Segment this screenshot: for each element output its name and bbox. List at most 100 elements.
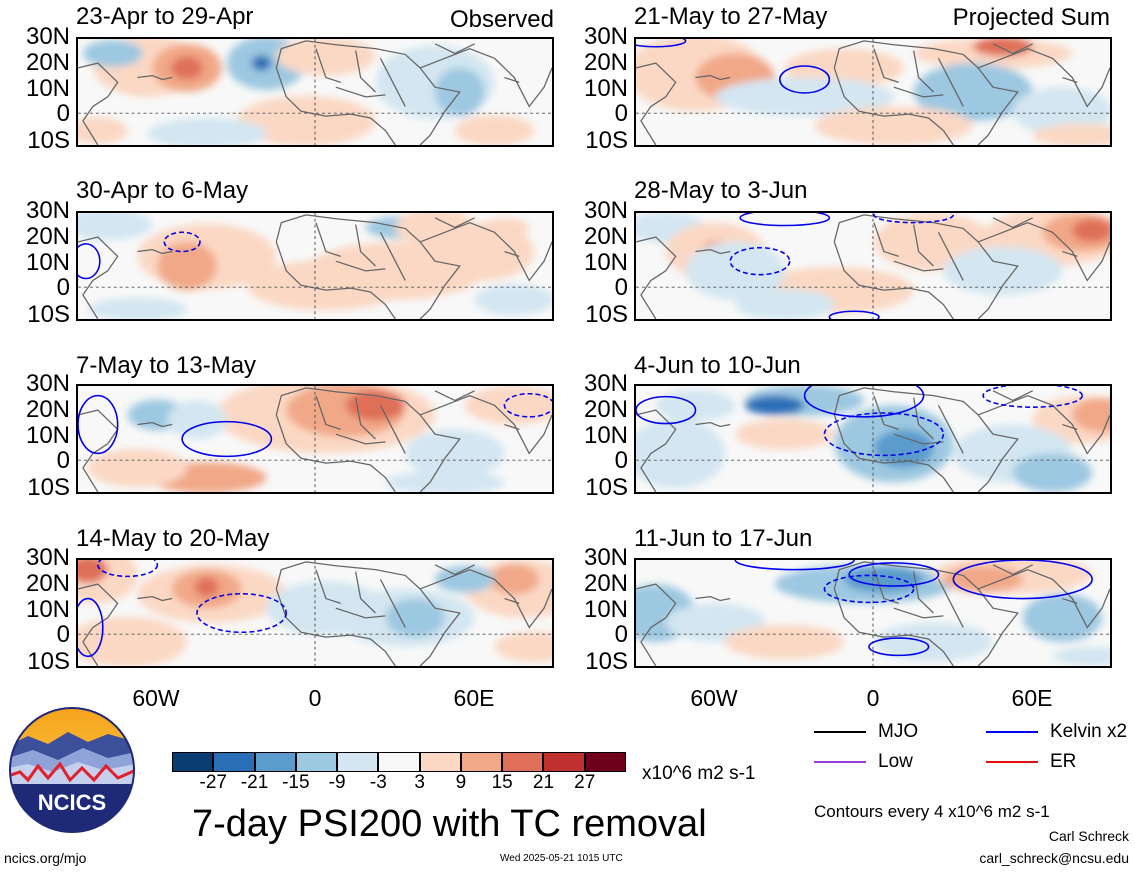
kelvin-contour xyxy=(739,213,831,227)
shading-blob xyxy=(1052,646,1110,666)
coastline xyxy=(419,47,552,108)
x-tick-label: 0 xyxy=(308,685,322,711)
y-tick-label: 20N xyxy=(583,570,628,597)
colorbar-swatch xyxy=(172,752,214,772)
psi-field-map xyxy=(636,386,1110,492)
psi-field-map xyxy=(636,213,1110,319)
kelvin-contour xyxy=(848,562,940,587)
coastline xyxy=(833,387,1019,492)
shading-blob xyxy=(1032,123,1110,145)
kelvin-contour xyxy=(734,560,855,571)
shading-blob xyxy=(78,117,128,145)
kelvin-contour xyxy=(78,597,104,658)
kelvin-contour xyxy=(636,39,687,48)
colorbar-tick-label: 27 xyxy=(574,772,596,793)
psi-field-map xyxy=(78,386,552,492)
shading-layer xyxy=(636,386,1110,492)
shading-blob xyxy=(276,39,376,76)
y-tick-label: 10S xyxy=(27,301,70,328)
coastline xyxy=(833,67,954,145)
colorbar-swatch xyxy=(460,752,503,772)
panel-period-title: 23-Apr to 29-Apr xyxy=(76,3,254,30)
shading-blob xyxy=(725,624,845,660)
y-tick-label: 0 xyxy=(56,274,70,301)
shading-blob xyxy=(167,400,227,439)
colorbar-swatch xyxy=(543,752,585,772)
coastline xyxy=(992,43,1078,83)
panel-map xyxy=(76,211,554,321)
coastline xyxy=(833,241,954,319)
y-tick-label: 0 xyxy=(614,274,628,301)
shading-blob xyxy=(78,213,153,240)
kelvin-contour xyxy=(803,386,925,418)
colorbar xyxy=(172,752,626,772)
colorbar-swatch xyxy=(502,752,544,772)
y-tick-label: 0 xyxy=(614,100,628,127)
coastline xyxy=(873,395,964,454)
coastline xyxy=(315,395,406,454)
coastline xyxy=(275,40,461,145)
legend-label: ER xyxy=(1050,751,1077,772)
email[interactable]: carl_schreck@ncsu.edu xyxy=(979,850,1129,866)
shading-blob xyxy=(735,289,835,319)
y-tick-label: 20N xyxy=(25,223,70,250)
y-tick-label: 30N xyxy=(25,197,70,224)
coastline xyxy=(275,241,396,319)
coastline xyxy=(78,583,119,666)
y-tick-label: 30N xyxy=(583,197,628,224)
x-tick-label: 60W xyxy=(132,685,180,711)
y-tick-label: 10S xyxy=(585,127,628,154)
shading-blob xyxy=(479,217,530,238)
panel-map xyxy=(76,558,554,668)
y-tick-label: 30N xyxy=(25,370,70,397)
projected-column-label: Projected Sum xyxy=(952,4,1110,31)
psi-field-map xyxy=(78,39,552,145)
url-text[interactable]: ncics.org/mjo xyxy=(4,850,87,866)
coastline xyxy=(695,421,731,428)
shading-blob xyxy=(147,118,267,145)
colorbar-tick-label: -9 xyxy=(328,772,346,793)
coastline xyxy=(695,248,731,255)
coastline xyxy=(275,588,396,666)
x-tick-label: 60E xyxy=(1011,685,1053,711)
shading-blob xyxy=(489,563,540,595)
legend-label: Low xyxy=(878,751,913,772)
shading-blob xyxy=(1012,87,1110,136)
colorbar-tick-label: -3 xyxy=(369,772,387,793)
shading-blob xyxy=(464,386,552,425)
shading-blob xyxy=(1012,453,1093,492)
land-outlines xyxy=(78,561,552,666)
shading-blob xyxy=(1072,397,1110,433)
y-tick-label: 10S xyxy=(585,474,628,501)
kelvin-contour xyxy=(163,231,201,253)
coastline xyxy=(695,595,731,602)
shading-blob xyxy=(195,577,219,597)
shading-blob xyxy=(814,106,974,145)
x-tick-label: 60E xyxy=(453,685,495,711)
colorbar-tick-label: -15 xyxy=(282,772,310,793)
shading-blob xyxy=(385,470,505,492)
land-outlines xyxy=(636,214,1110,319)
y-tick-label: 20N xyxy=(583,396,628,423)
shading-blob xyxy=(844,565,924,593)
coastline xyxy=(636,62,677,145)
panel-period-title: 14-May to 20-May xyxy=(76,525,270,552)
y-tick-label: 10N xyxy=(583,596,628,623)
y-tick-label: 10N xyxy=(583,249,628,276)
y-tick-label: 0 xyxy=(614,621,628,648)
observed-column-label: Observed xyxy=(449,6,554,33)
coastline xyxy=(419,568,552,629)
coastline xyxy=(992,390,1078,430)
y-tick-label: 20N xyxy=(25,396,70,423)
shading-blob xyxy=(784,48,904,88)
y-tick-label: 0 xyxy=(56,447,70,474)
shading-layer xyxy=(636,213,1110,319)
coastline xyxy=(695,74,731,81)
kelvin-contour xyxy=(97,560,159,578)
land-outlines xyxy=(78,214,552,319)
panel-period-title: 28-May to 3-Jun xyxy=(634,177,808,204)
coastline xyxy=(275,414,396,492)
colorbar-tick-label: -27 xyxy=(199,772,227,793)
shading-blob xyxy=(385,598,445,638)
land-outlines xyxy=(636,40,1110,145)
